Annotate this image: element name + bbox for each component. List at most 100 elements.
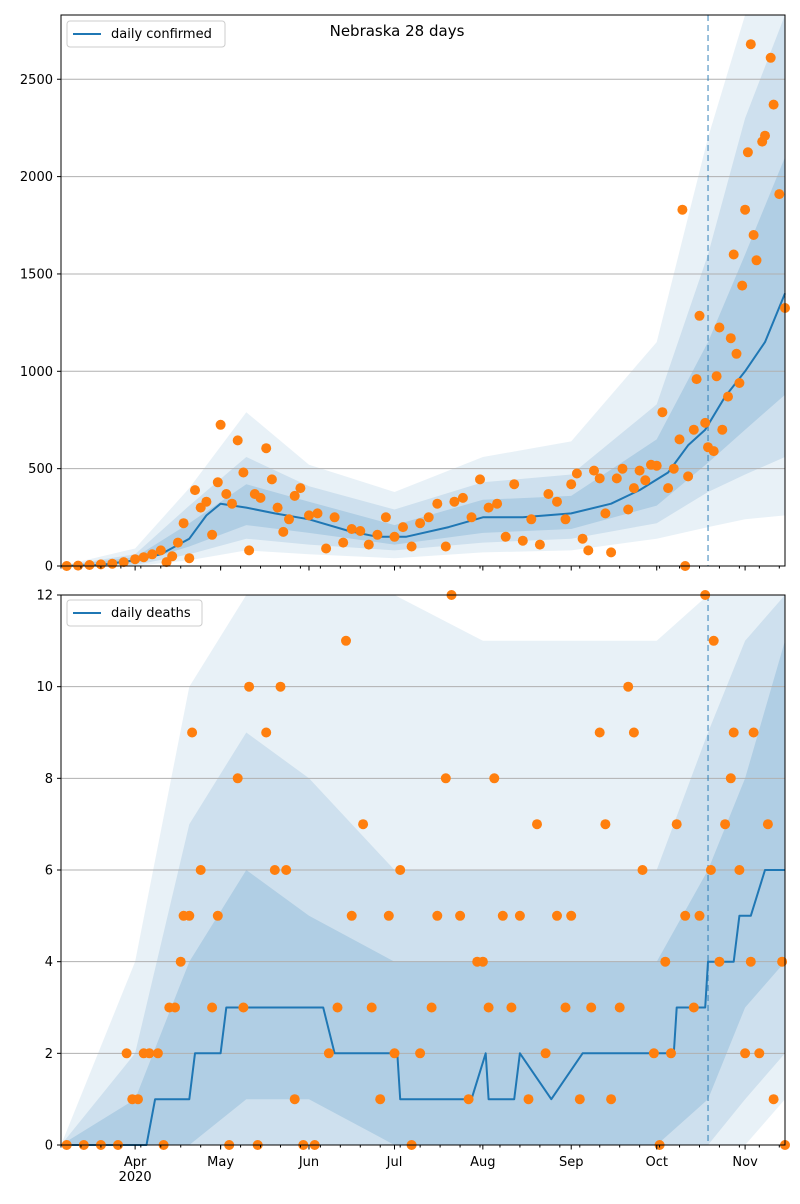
data-point — [742, 147, 753, 158]
data-point — [275, 681, 286, 692]
data-point — [389, 531, 400, 542]
data-point — [691, 374, 702, 385]
data-point — [269, 865, 280, 875]
data-point — [688, 1002, 699, 1013]
data-point — [648, 1048, 659, 1059]
data-point — [657, 407, 668, 418]
data-point — [552, 496, 562, 507]
data-point — [640, 475, 651, 486]
data-point — [566, 479, 577, 490]
data-point — [725, 333, 736, 344]
data-point — [571, 468, 582, 479]
data-point — [594, 727, 605, 738]
y-tick-label: 4 — [45, 955, 53, 970]
data-point — [765, 52, 776, 63]
data-point — [426, 1002, 437, 1013]
data-point — [138, 552, 149, 563]
legend-box — [66, 20, 226, 48]
confirmed-scatter-series — [61, 39, 790, 571]
data-point — [526, 514, 537, 525]
data-point — [312, 508, 323, 519]
data-point — [284, 514, 294, 525]
data-point — [107, 558, 118, 569]
legend-label: daily confirmed — [111, 27, 212, 42]
data-point — [395, 865, 406, 875]
data-point — [121, 1048, 132, 1059]
data-point — [500, 531, 511, 542]
data-point — [238, 1002, 249, 1013]
data-point — [130, 554, 141, 565]
data-point — [375, 1094, 386, 1105]
deaths-line-series — [61, 869, 785, 1146]
x-tick-label: Jun — [298, 1155, 319, 1170]
y-tick-label: 2000 — [20, 170, 53, 185]
data-point — [708, 446, 719, 457]
data-point — [606, 1094, 617, 1105]
data-point — [483, 502, 494, 513]
data-point — [671, 819, 682, 830]
data-point — [628, 727, 639, 738]
data-point — [751, 255, 762, 266]
data-point — [415, 518, 426, 529]
data-point — [574, 1094, 585, 1105]
data-point — [777, 956, 788, 967]
data-point — [628, 483, 639, 494]
data-point — [651, 460, 662, 471]
data-point — [372, 529, 383, 540]
data-point — [600, 819, 611, 830]
data-point — [295, 483, 306, 494]
data-point — [660, 956, 671, 967]
data-point — [415, 1048, 426, 1059]
y-tick-label: 2500 — [20, 73, 53, 88]
data-point — [683, 471, 694, 482]
data-point — [346, 524, 357, 534]
data-point — [227, 498, 237, 509]
data-point — [178, 518, 189, 529]
data-point — [332, 1002, 343, 1013]
data-point — [187, 727, 198, 738]
data-point — [212, 477, 223, 488]
data-point — [492, 498, 503, 509]
data-point — [152, 1048, 163, 1059]
data-point — [84, 560, 95, 570]
data-point — [167, 551, 178, 562]
confirmed-uncertainty-bands — [61, 15, 785, 566]
data-point — [774, 189, 785, 200]
data-point — [694, 910, 705, 921]
data-point — [497, 910, 508, 921]
x-tick-label: Sep — [559, 1155, 584, 1170]
chart-title: Nebraska 28 days — [330, 22, 465, 40]
data-point — [432, 498, 443, 509]
data-point — [517, 535, 528, 546]
data-point — [700, 417, 711, 428]
data-point — [760, 130, 770, 141]
data-point — [329, 512, 340, 523]
data-point — [184, 910, 195, 921]
data-point — [728, 249, 739, 260]
x-tick-label: Nov — [732, 1155, 758, 1170]
data-point — [278, 526, 289, 537]
data-point — [663, 483, 674, 494]
x-tick-label: May — [207, 1155, 234, 1170]
confirmed-axes-frame — [60, 14, 786, 567]
data-point — [560, 514, 571, 525]
data-point — [244, 681, 255, 692]
data-point — [457, 492, 468, 503]
x-tick-label: Oct — [645, 1155, 667, 1170]
series-line — [61, 869, 785, 1146]
data-point — [215, 419, 226, 430]
data-point — [725, 773, 736, 784]
x-tick-label: Apr — [124, 1155, 147, 1170]
data-point — [432, 910, 443, 921]
data-point — [589, 465, 599, 476]
data-point — [666, 1048, 676, 1059]
data-point — [534, 539, 545, 550]
data-point — [634, 465, 645, 476]
data-point — [566, 910, 577, 921]
data-point — [172, 537, 183, 548]
data-point — [455, 910, 466, 921]
data-point — [366, 1002, 377, 1013]
data-point — [688, 424, 699, 435]
